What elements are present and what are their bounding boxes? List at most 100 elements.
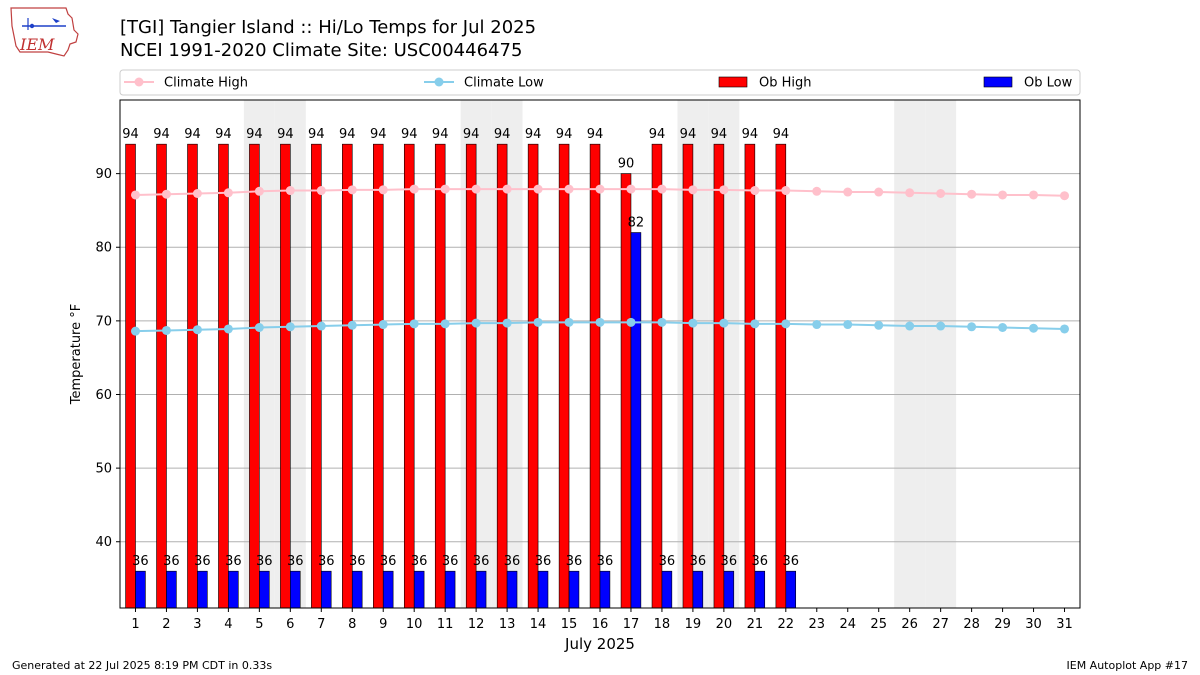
ob-high-label: 94 [215, 127, 232, 142]
ob-high-label: 94 [122, 127, 139, 142]
ob-high-label: 94 [494, 127, 511, 142]
x-tick-label: 13 [499, 617, 516, 632]
climate-high-point [223, 188, 233, 198]
ob-low-label: 36 [287, 554, 304, 569]
ob-high-bar [434, 143, 446, 609]
x-tick-label: 22 [778, 617, 795, 632]
climate-high-point [440, 184, 450, 194]
climate-low-point [843, 320, 853, 330]
climate-low-point [967, 322, 977, 332]
ob-low-label: 36 [566, 554, 583, 569]
climate-low-point [347, 320, 357, 330]
climate-high-point [378, 185, 388, 195]
ob-high-bar [620, 173, 632, 609]
ob-low-label: 36 [318, 554, 335, 569]
climate-high-point [130, 190, 140, 200]
ob-high-label: 94 [773, 127, 790, 142]
ob-high-label: 94 [277, 127, 294, 142]
weekend-shade [925, 100, 957, 608]
ob-low-label: 36 [473, 554, 490, 569]
climate-high-point [316, 186, 326, 196]
x-tick-label: 18 [654, 617, 671, 632]
x-tick-label: 21 [747, 617, 764, 632]
climate-high-point [595, 184, 605, 194]
x-tick-label: 1 [131, 617, 139, 632]
x-tick-label: 19 [685, 617, 702, 632]
ob-low-bar [475, 570, 487, 609]
climate-low-point [254, 322, 264, 332]
climate-low-point [533, 317, 543, 327]
x-tick-label: 16 [592, 617, 609, 632]
climate-high-point [657, 184, 667, 194]
ob-low-bar [785, 570, 797, 609]
x-tick-label: 20 [716, 617, 733, 632]
climate-low-point [626, 317, 636, 327]
climate-low-point [750, 319, 760, 329]
ob-high-bar [280, 143, 291, 609]
ob-low-bar [537, 570, 549, 609]
legend-climate-high-marker [134, 77, 144, 87]
climate-low-point [812, 320, 822, 330]
x-tick-label: 9 [379, 617, 387, 632]
ob-low-label: 36 [535, 554, 552, 569]
legend-climate-high-label: Climate High [164, 76, 248, 91]
y-tick-label: 70 [95, 314, 112, 329]
climate-low-point [595, 317, 605, 327]
ob-high-label: 94 [680, 127, 697, 142]
ob-low-bar [506, 570, 518, 609]
ob-high-bar [403, 143, 415, 609]
x-tick-label: 8 [348, 617, 356, 632]
ob-low-bar [630, 232, 642, 609]
x-tick-label: 7 [317, 617, 325, 632]
y-tick-label: 60 [95, 388, 112, 403]
ob-low-bar [599, 570, 611, 609]
ob-low-label: 36 [782, 554, 799, 569]
climate-high-point [688, 185, 698, 195]
climate-high-point [626, 184, 636, 194]
climate-low-point [130, 326, 140, 336]
ob-low-label: 36 [504, 554, 521, 569]
x-tick-label: 25 [870, 617, 887, 632]
ob-high-bar [775, 143, 787, 609]
legend-ob-low-swatch [983, 76, 1013, 88]
climate-low-point [409, 319, 419, 329]
y-tick-label: 80 [95, 241, 112, 256]
climate-low-point [285, 322, 295, 332]
climate-high-point [812, 186, 822, 196]
x-tick-label: 27 [932, 617, 949, 632]
climate-low-point [1060, 324, 1070, 334]
ob-high-bar [125, 143, 136, 609]
climate-high-point [285, 186, 295, 196]
ob-low-label: 36 [163, 554, 180, 569]
ob-low-label: 36 [597, 554, 614, 569]
climate-low-point [1029, 323, 1039, 333]
ob-high-label: 94 [184, 127, 201, 142]
ob-low-label: 36 [690, 554, 707, 569]
x-tick-label: 14 [530, 617, 547, 632]
climate-high-point [192, 189, 202, 199]
ob-low-label: 36 [721, 554, 738, 569]
ob-low-bar [692, 570, 704, 609]
climate-high-point [750, 186, 760, 196]
climate-low-point [781, 319, 791, 329]
x-tick-label: 2 [162, 617, 170, 632]
ob-high-label: 94 [649, 127, 666, 142]
ob-high-label: 94 [463, 127, 480, 142]
ob-high-label: 94 [742, 127, 759, 142]
ob-high-bar [342, 143, 353, 609]
ob-high-bar [651, 143, 663, 609]
ob-high-bar [187, 143, 198, 609]
x-tick-label: 17 [623, 617, 640, 632]
generated-footer: Generated at 22 Jul 2025 8:19 PM CDT in … [12, 659, 273, 672]
x-tick-label: 15 [561, 617, 578, 632]
climate-high-point [533, 184, 543, 194]
x-tick-label: 5 [255, 617, 263, 632]
x-tick-label: 23 [809, 617, 826, 632]
ob-high-bar [527, 143, 539, 609]
climate-low-point [502, 318, 512, 328]
ob-low-bar [197, 570, 208, 609]
ob-high-bar [156, 143, 167, 609]
ob-high-bar [713, 143, 725, 609]
legend-box [119, 69, 1081, 96]
ob-high-bar [311, 143, 322, 609]
